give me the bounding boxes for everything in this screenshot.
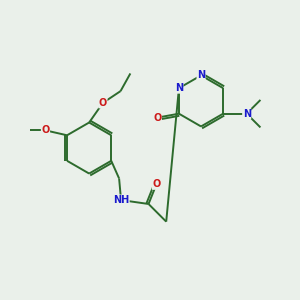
Text: NH: NH [113,195,129,205]
Text: O: O [153,112,161,123]
Text: O: O [99,98,107,108]
Text: N: N [175,83,183,93]
Text: O: O [152,179,160,189]
Text: N: N [197,70,205,80]
Text: O: O [41,125,50,135]
Text: N: N [243,109,251,119]
